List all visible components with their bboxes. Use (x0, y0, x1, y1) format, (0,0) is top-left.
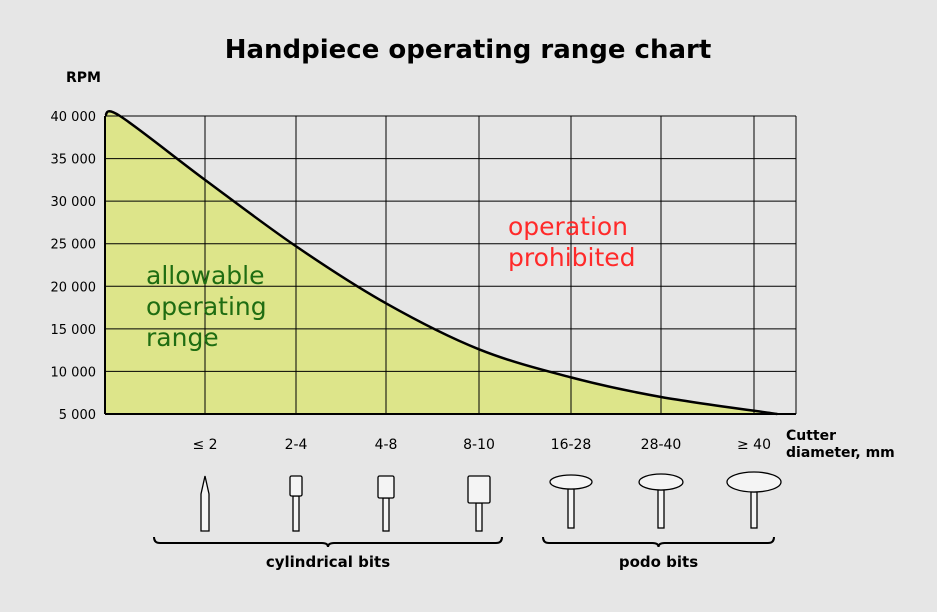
x-tick-label: 16-28 (551, 437, 592, 453)
cylindrical-bit-icon (377, 475, 395, 499)
x-tick-label: 8-10 (463, 437, 495, 453)
group-label: podo bits (619, 553, 698, 571)
x-tick-label: ≤ 2 (192, 437, 217, 453)
prohibited-region-label: prohibited (508, 243, 636, 272)
x-tick-label: 4-8 (375, 437, 398, 453)
cylindrical-bits-brace (153, 536, 503, 548)
bit-shaft (657, 489, 665, 529)
plot-area: 40 000 35 000 30 000 25 000 20 000 15 000 10 0… (51, 110, 797, 453)
y-tick-label: 35 000 (51, 153, 97, 168)
x-axis-label-line2: diameter, mm (786, 445, 895, 461)
bit-illustrations: cylindrical bits podo bits (153, 471, 782, 571)
x-tick-label: 2-4 (285, 437, 308, 453)
bit-shaft (567, 488, 575, 529)
pointed-bit-icon (200, 475, 210, 532)
podo-bit-icon (549, 474, 593, 490)
limit-curve (104, 110, 778, 416)
x-tick-label: 28-40 (641, 437, 682, 453)
podo-bit-icon (638, 473, 684, 491)
allowed-area-fill (105, 111, 778, 415)
prohibited-region-label: operation (508, 212, 628, 241)
bit-shaft (292, 495, 300, 532)
allowed-region-label: allowable (146, 261, 264, 290)
y-tick-label: 20 000 (51, 280, 97, 295)
y-tick-label: 30 000 (51, 195, 97, 210)
y-tick-label: 5 000 (59, 408, 96, 423)
allowed-region-label: range (146, 323, 219, 352)
bit-shaft (382, 497, 390, 532)
podo-bits-brace (542, 536, 775, 548)
cylindrical-bit-icon (467, 475, 491, 504)
bit-shaft (475, 502, 483, 532)
y-tick-label: 40 000 (51, 110, 97, 125)
y-tick-label: 15 000 (51, 323, 97, 338)
allowed-region-label: operating (146, 292, 267, 321)
y-tick-label: 10 000 (51, 365, 97, 380)
podo-bit-icon (726, 471, 782, 493)
chart-title: Handpiece operating range chart (225, 35, 712, 65)
group-label: cylindrical bits (266, 553, 390, 571)
y-axis-label: RPM (66, 70, 101, 86)
x-axis-label-line1: Cutter (786, 428, 836, 444)
y-tick-label: 25 000 (51, 238, 97, 253)
x-tick-label: ≥ 40 (737, 437, 771, 453)
bit-shaft (750, 491, 758, 529)
cylindrical-bit-icon (289, 475, 303, 497)
